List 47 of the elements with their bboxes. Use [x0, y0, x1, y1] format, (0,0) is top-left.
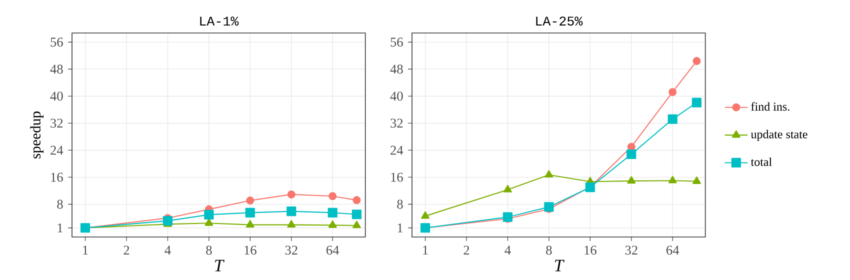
y-tick-label: 24: [390, 146, 404, 155]
y-tick-label: 16: [391, 172, 403, 182]
x-tick-label: 16: [584, 246, 596, 255]
y-tick-label: 32: [50, 118, 63, 128]
x-axis-title: T: [554, 260, 565, 272]
point: [668, 88, 677, 96]
y-tick-label: 24: [50, 146, 64, 155]
chart-title: LA-25%: [536, 16, 583, 26]
y-tick-label: 56: [390, 38, 403, 47]
y-tick-label: 16: [51, 172, 63, 182]
point: [502, 212, 513, 222]
x-tick-label: 64: [326, 246, 340, 255]
x-tick-label: 4: [504, 246, 511, 254]
legend-label: update state: [750, 130, 808, 141]
point: [668, 114, 678, 124]
point: [626, 149, 636, 160]
y-tick-label: 1: [398, 223, 403, 232]
y-axis-title: speedup: [30, 112, 44, 158]
y-tick-label: 8: [397, 200, 403, 209]
y-tick-label: 56: [50, 38, 63, 47]
point: [544, 170, 554, 178]
point: [627, 176, 636, 184]
x-tick-label: 8: [206, 246, 212, 255]
point: [544, 202, 554, 212]
y-tick-label: 1: [58, 223, 63, 232]
x-axis-title: T: [214, 260, 225, 272]
x-tick-label: 1: [423, 246, 428, 255]
y-tick-label: 8: [57, 200, 63, 209]
chart-title: LA-1%: [200, 16, 239, 26]
x-tick-label: 16: [244, 246, 256, 255]
point: [503, 184, 512, 192]
legend-label: total: [750, 158, 772, 166]
y-tick-label: 40: [50, 92, 63, 101]
x-tick-label: 8: [546, 246, 552, 255]
x-tick-label: 4: [164, 246, 171, 254]
x-tick-label: 32: [625, 246, 638, 255]
x-tick-label: 32: [285, 246, 298, 255]
x-tick-label: 64: [666, 246, 680, 255]
x-tick-label: 2: [464, 246, 470, 255]
x-tick-label: 1: [83, 246, 88, 255]
y-tick-label: 32: [390, 118, 403, 128]
point: [668, 176, 677, 184]
y-tick-label: 48: [50, 64, 63, 74]
y-tick-label: 48: [390, 64, 403, 74]
legend-label: find ins.: [751, 102, 790, 111]
x-tick-label: 2: [124, 246, 130, 255]
y-tick-label: 40: [390, 92, 403, 101]
